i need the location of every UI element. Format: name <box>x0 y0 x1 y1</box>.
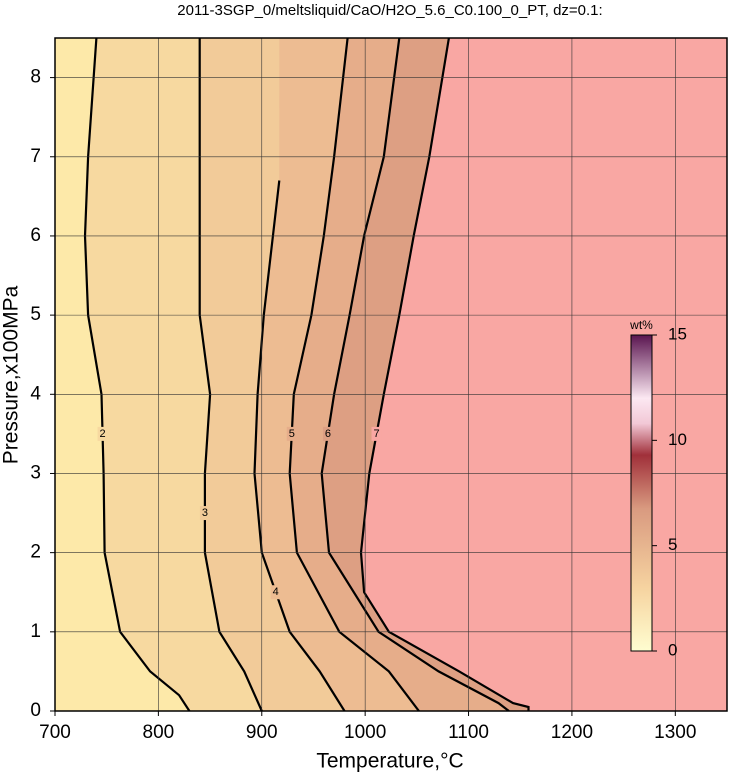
contour-line <box>253 180 346 711</box>
y-tick-label: 5 <box>30 304 41 325</box>
x-tick-label: 1200 <box>551 722 593 743</box>
y-axis-label: Pressure,x100MPa <box>0 285 23 464</box>
colorbar <box>630 334 653 652</box>
colorbar-tick-label: 10 <box>668 430 687 449</box>
x-tick-label: 800 <box>143 722 175 743</box>
contour-label-bg <box>97 426 108 441</box>
colorbar-tick-label: 0 <box>668 640 677 659</box>
contour-label-bg <box>322 426 333 441</box>
chart-title: 2011-3SGP_0/meltsliquid/CaO/H2O_5.6_C0.1… <box>177 2 602 19</box>
contour-label: 5 <box>289 428 295 440</box>
contour-label-bg <box>199 506 210 521</box>
y-tick-label: 0 <box>30 700 41 721</box>
contour-label: 3 <box>202 507 208 519</box>
x-tick-label: 1000 <box>344 722 386 743</box>
x-tick-label: 900 <box>246 722 278 743</box>
colorbar-tick-label: 5 <box>668 535 677 554</box>
x-tick-label: 700 <box>39 722 71 743</box>
contour-label: 2 <box>99 428 105 440</box>
x-tick-label: 1300 <box>654 722 696 743</box>
x-tick-label: 1100 <box>448 722 489 743</box>
contour-label: 6 <box>325 428 331 440</box>
y-tick-label: 6 <box>30 225 41 246</box>
colorbar-tick-label: 15 <box>668 324 687 343</box>
colorbar-label: wt% <box>629 318 653 332</box>
x-axis-label: Temperature,°C <box>316 750 463 773</box>
y-tick-label: 4 <box>30 383 41 404</box>
contour-label-bg <box>286 426 297 441</box>
contour-label: 7 <box>373 428 379 440</box>
y-tick-label: 1 <box>30 621 41 642</box>
overlay: 700 800 900 1000 1100 1200 1300 0 1 2 3 4 5 6 7 8 wt% 0 5 1… <box>30 37 728 743</box>
y-tick-label: 8 <box>30 67 41 88</box>
y-tick-label: 7 <box>30 146 41 167</box>
contour-label: 4 <box>273 586 279 598</box>
plot-frame <box>54 37 728 712</box>
y-tick-label: 2 <box>30 542 41 563</box>
contour-label-bg <box>270 585 281 600</box>
y-tick-label: 3 <box>30 462 41 483</box>
plot-area: 2 3 4 5 6 7 <box>55 38 727 711</box>
contour-label-bg <box>371 426 382 441</box>
